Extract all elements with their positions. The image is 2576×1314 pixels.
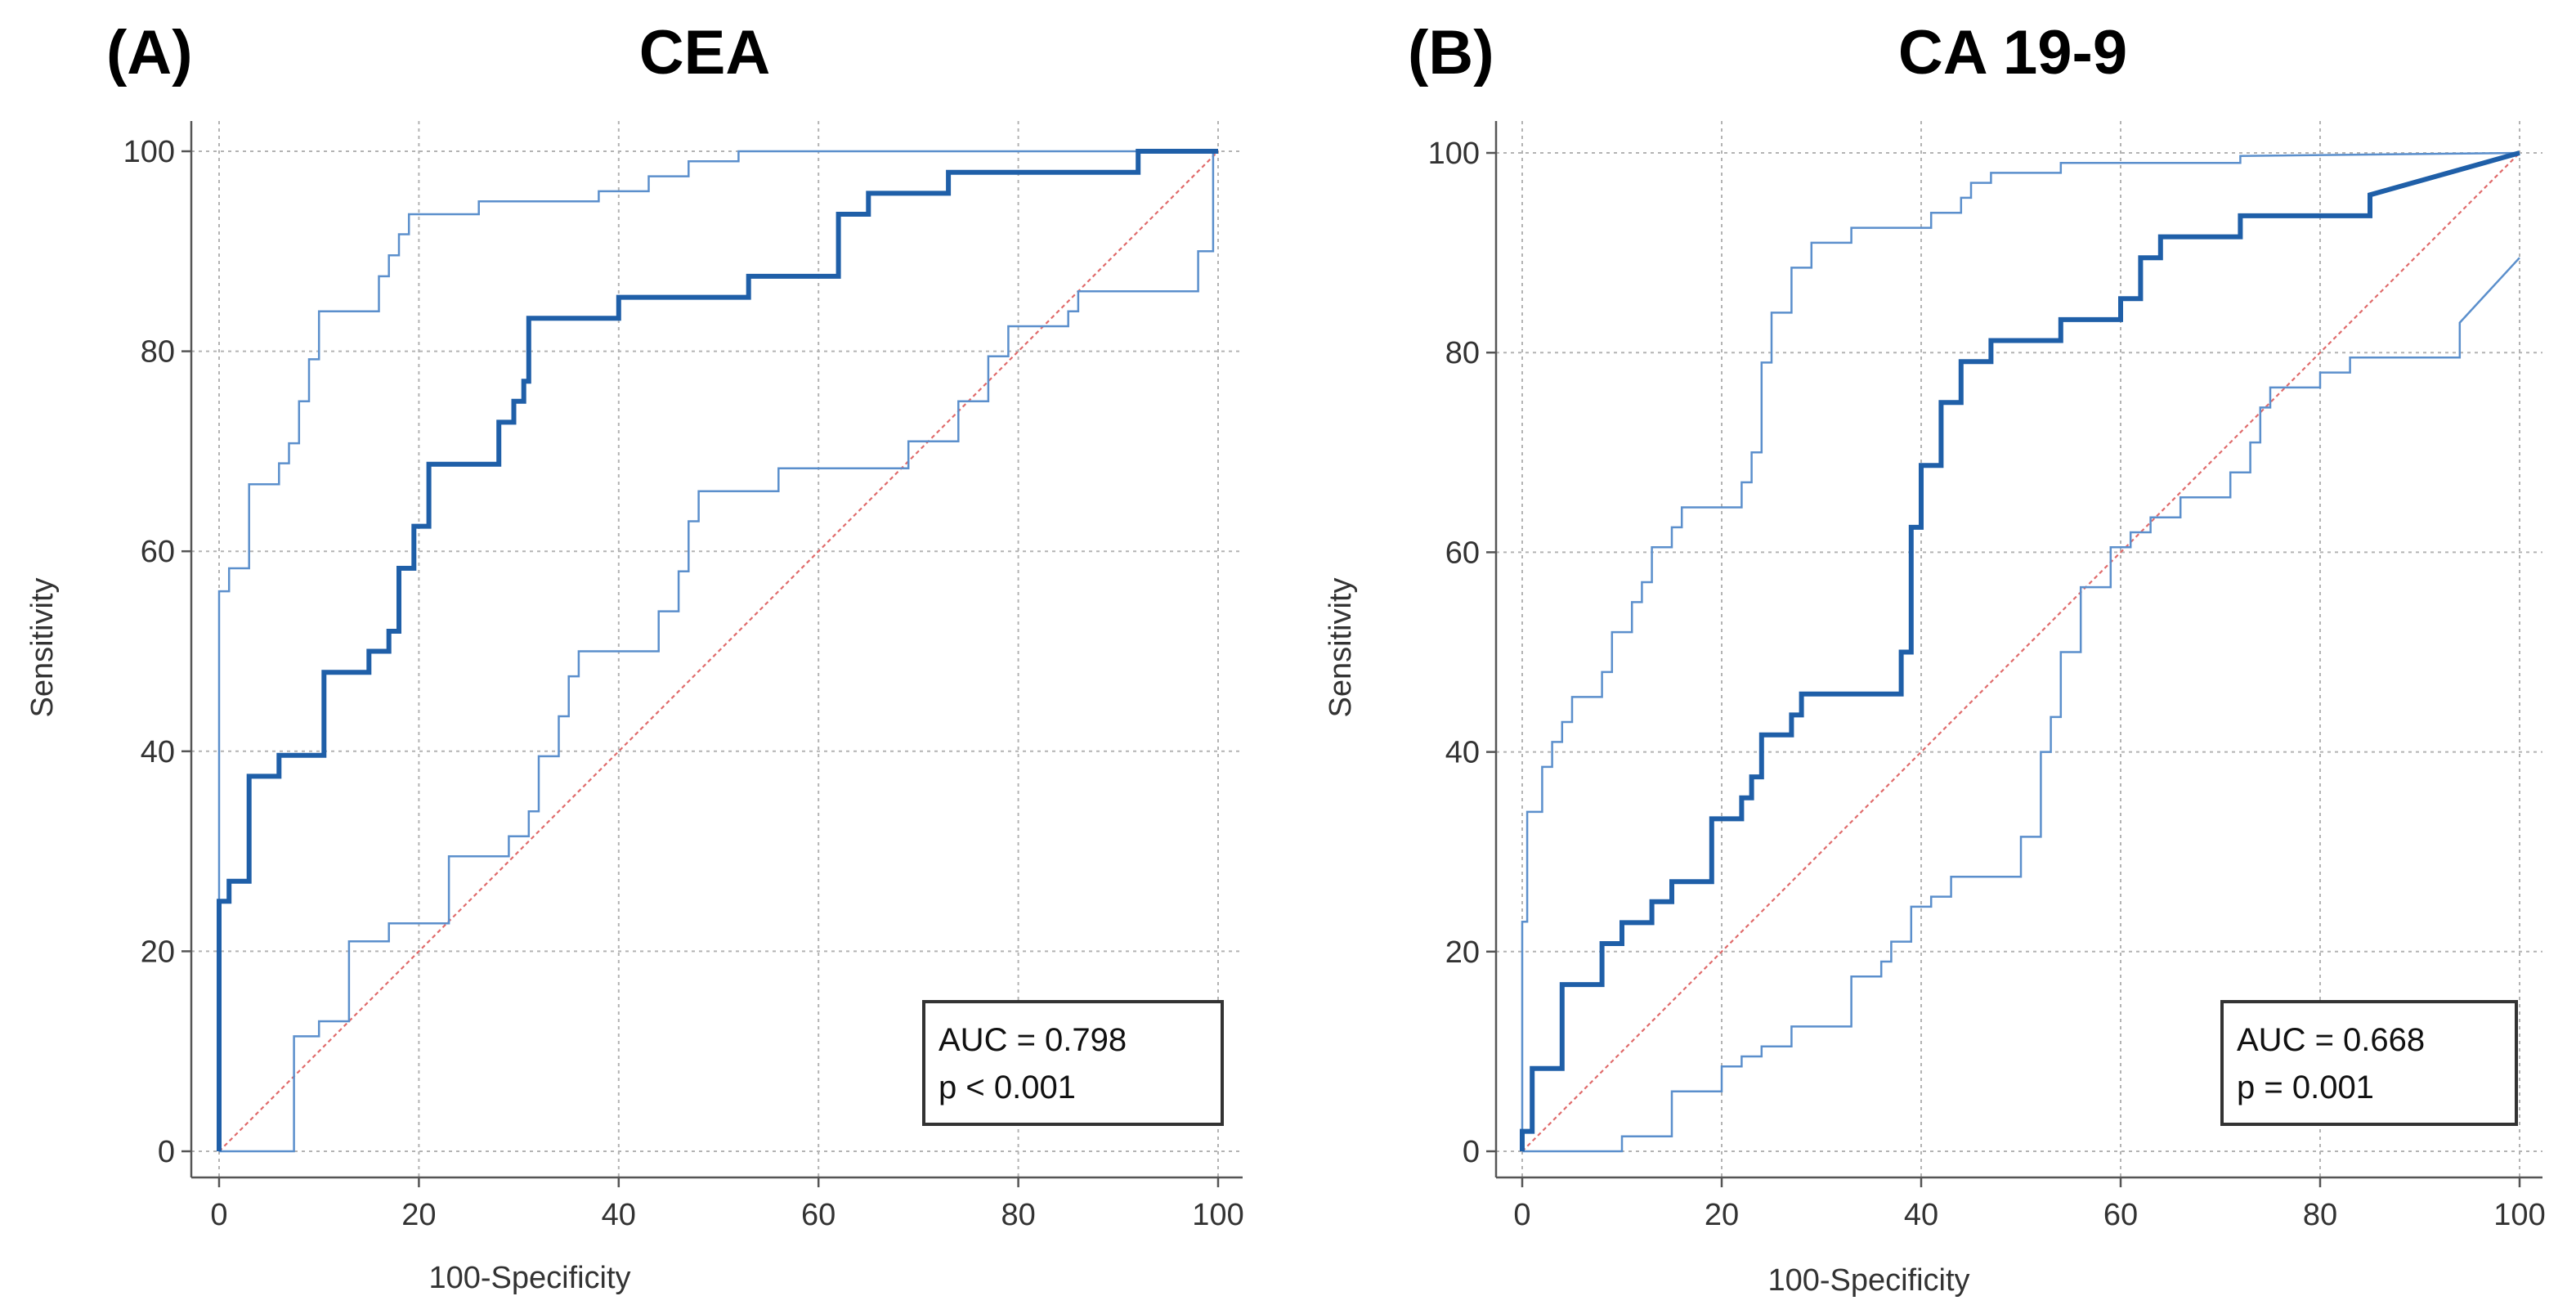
panel-a-x-axis-label: 100-Specificity xyxy=(428,1261,630,1295)
panel-b-y-axis-label: Sensitivity xyxy=(1324,577,1358,717)
panel-b-ci-upper-curve xyxy=(1521,151,2520,1151)
panel-a-y-axis-label: Sensitivity xyxy=(25,577,60,717)
panel-b-x-tick-label-20: 20 xyxy=(1705,1198,1739,1232)
panel-b-x-tick-label-40: 40 xyxy=(1904,1198,1938,1232)
panel-b-x-tick-label-60: 60 xyxy=(2103,1198,2138,1232)
panel-a-reference-curve xyxy=(218,150,1219,1152)
panel-b-grid xyxy=(1496,121,2542,1177)
panel-a-y-tick-label-0: 0 xyxy=(158,1135,175,1169)
panel-b-x-tick-label-100: 100 xyxy=(2493,1198,2545,1232)
panel-a-x-tick-label-20: 20 xyxy=(401,1198,436,1232)
panel-b-x-axis-label: 100-Specificity xyxy=(1767,1263,1969,1298)
panel-b-y-tick-label-60: 60 xyxy=(1445,536,1480,570)
panel-a-y-tick-label-60: 60 xyxy=(141,535,175,569)
panel-b-x-tick-label-80: 80 xyxy=(2303,1198,2337,1232)
panel-a-ci-upper-curve xyxy=(217,150,1218,1151)
panel-b-stats-frame xyxy=(2220,1000,2518,1126)
panel-a-y-tick-label-40: 40 xyxy=(141,735,175,769)
panel-a-axes: 0 20 40 60 80 100 0 20 40 60 80 100 xyxy=(123,121,1244,1232)
panel-a-series xyxy=(217,149,1219,1153)
panel-a-y-tick-label-80: 80 xyxy=(141,335,175,370)
panel-b-y-tick-label-80: 80 xyxy=(1445,336,1480,370)
panel-b-x-tick-label-0: 0 xyxy=(1513,1198,1530,1232)
panel-b-ci-lower-curve xyxy=(1522,257,2520,1153)
panel-a-auc-text: AUC = 0.798 xyxy=(939,1022,1127,1058)
panel-b-letter: (B) xyxy=(1408,18,1494,87)
panel-b-p-value-text: p = 0.001 xyxy=(2237,1070,2374,1105)
panel-a-x-tick-label-40: 40 xyxy=(602,1198,636,1232)
panel-a-stats-box: AUC = 0.798 p < 0.001 xyxy=(922,1000,1224,1126)
panel-a-ci-lower-curve xyxy=(219,150,1218,1153)
panel-a-y-tick-label-20: 20 xyxy=(141,935,175,969)
panel-a-y-tick-label-100: 100 xyxy=(123,135,175,169)
panel-a-roc-curve xyxy=(217,149,1218,1151)
panel-b: (B) CA 19-9 0 20 40 60 80 100 0 20 40 60 80 100 100… xyxy=(1324,18,2546,1298)
panel-a-letter: (A) xyxy=(106,18,193,87)
panel-b-y-tick-label-40: 40 xyxy=(1445,736,1480,770)
panel-b-axes: 0 20 40 60 80 100 0 20 40 60 80 100 xyxy=(1428,121,2546,1232)
panel-a-stats-frame xyxy=(922,1000,1224,1126)
panel-a: (A) CEA 0 20 40 60 80 100 0 20 40 60 80 100 100-Spe… xyxy=(25,18,1244,1295)
panel-a-x-tick-label-100: 100 xyxy=(1192,1198,1243,1232)
panel-a-p-value-text: p < 0.001 xyxy=(939,1070,1076,1105)
panel-b-roc-curve xyxy=(1520,150,2520,1151)
panel-b-y-tick-label-20: 20 xyxy=(1445,935,1480,970)
panel-a-x-tick-label-80: 80 xyxy=(1001,1198,1035,1232)
panel-b-series xyxy=(1520,150,2520,1153)
panel-b-title: CA 19-9 xyxy=(1898,18,2127,87)
panel-b-auc-text: AUC = 0.668 xyxy=(2237,1022,2425,1058)
panel-a-x-tick-label-60: 60 xyxy=(801,1198,836,1232)
panel-a-x-tick-label-0: 0 xyxy=(210,1198,227,1232)
panel-b-y-tick-label-0: 0 xyxy=(1463,1135,1480,1169)
panel-a-title: CEA xyxy=(639,18,770,87)
panel-b-stats-box: AUC = 0.668 p = 0.001 xyxy=(2220,1000,2518,1126)
panel-b-y-tick-label-100: 100 xyxy=(1428,137,1480,171)
